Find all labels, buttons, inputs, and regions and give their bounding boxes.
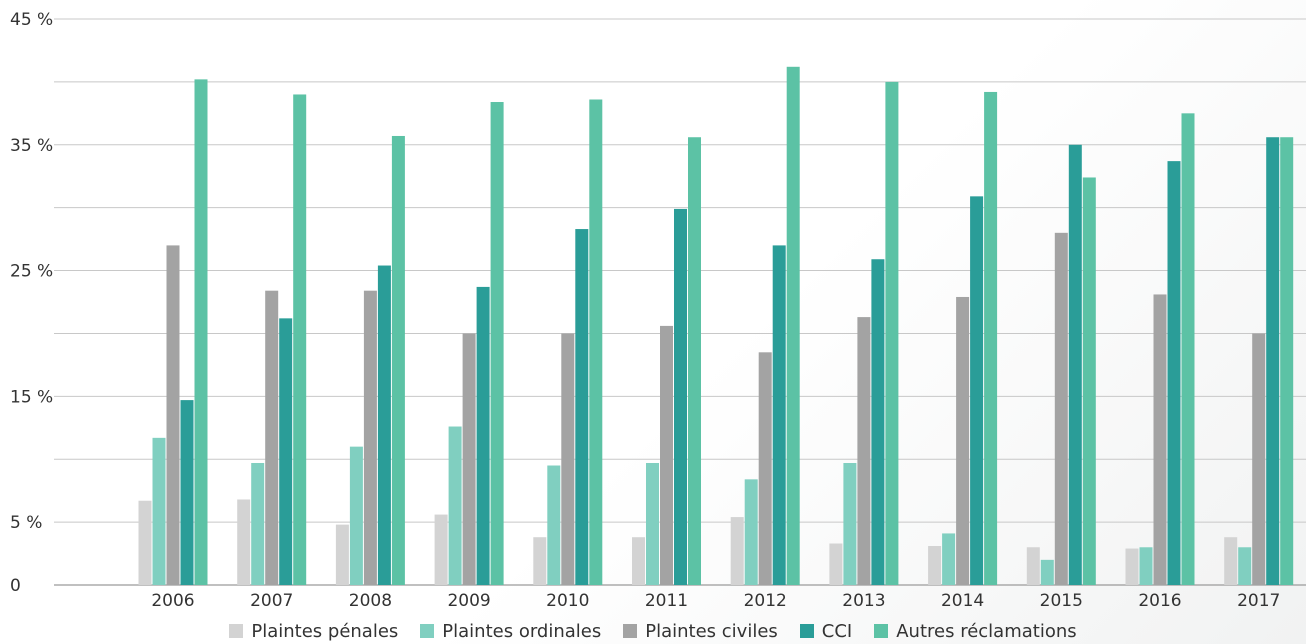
bar xyxy=(1167,161,1181,585)
bar xyxy=(561,333,575,585)
x-tick-label: 2017 xyxy=(1237,591,1280,611)
bar xyxy=(1224,537,1238,585)
bar xyxy=(1266,137,1280,585)
bar xyxy=(688,137,701,585)
bar xyxy=(533,537,547,585)
bar xyxy=(1139,547,1153,585)
bar xyxy=(660,325,673,585)
x-tick-label: 2009 xyxy=(447,591,490,611)
bar xyxy=(885,81,899,585)
bar xyxy=(589,99,603,586)
bar xyxy=(279,318,293,585)
bar xyxy=(265,290,279,585)
bar xyxy=(730,517,744,585)
bar-chart: 0 5 % 15 % 25 % 35 % 45 % 2006 2007 2008 2009 201… xyxy=(10,10,1306,611)
bar xyxy=(391,135,405,585)
bar xyxy=(547,465,561,585)
legend-item-plaintes-penales: Plaintes pénales xyxy=(229,621,398,642)
y-tick-label: 35 % xyxy=(10,136,53,156)
bar xyxy=(744,479,758,585)
legend: Plaintes pénales Plaintes ordinales Plai… xyxy=(0,618,1306,644)
legend-swatch xyxy=(623,624,638,638)
bar xyxy=(1082,177,1096,586)
bar xyxy=(462,333,476,585)
y-tick-label: 5 % xyxy=(10,513,42,533)
bar xyxy=(575,229,589,585)
bar xyxy=(928,546,942,585)
x-tick-label: 2011 xyxy=(645,591,688,611)
x-tick-label: 2007 xyxy=(250,591,293,611)
legend-label: CCI xyxy=(821,620,853,642)
x-tick-label: 2015 xyxy=(1040,591,1083,611)
legend-label: Plaintes pénales xyxy=(251,620,399,642)
bar xyxy=(237,499,251,585)
bars xyxy=(138,66,1294,586)
x-tick-label: 2014 xyxy=(941,591,984,611)
y-tick-label: 15 % xyxy=(10,387,53,407)
bar xyxy=(1252,333,1266,585)
bar xyxy=(984,91,998,585)
bar xyxy=(646,462,659,585)
x-tick-label: 2012 xyxy=(744,591,787,611)
bar xyxy=(1054,232,1068,586)
legend-swatch xyxy=(229,624,244,638)
bar xyxy=(293,94,307,585)
bar xyxy=(166,245,180,585)
legend-swatch xyxy=(874,624,889,638)
bar xyxy=(490,102,504,585)
bar xyxy=(1125,548,1139,585)
bar xyxy=(1280,137,1294,585)
legend-label: Plaintes ordinales xyxy=(442,620,602,642)
bar xyxy=(871,259,885,585)
y-axis-ticks: 0 5 % 15 % 25 % 35 % 45 % xyxy=(10,10,53,596)
bar xyxy=(476,286,490,585)
y-tick-label: 0 xyxy=(10,576,21,596)
legend-label: Autres réclamations xyxy=(896,620,1077,642)
y-tick-label: 25 % xyxy=(10,262,53,282)
bar xyxy=(1068,144,1082,585)
bar xyxy=(434,514,448,585)
x-tick-label: 2006 xyxy=(151,591,194,611)
bar xyxy=(152,437,166,585)
bar xyxy=(363,290,377,585)
bar xyxy=(758,352,772,585)
bar xyxy=(632,537,645,585)
bar xyxy=(251,462,265,585)
bar xyxy=(857,317,871,585)
bar xyxy=(829,543,843,585)
x-tick-label: 2010 xyxy=(546,591,589,611)
legend-item-cci: CCI xyxy=(799,620,853,642)
bar xyxy=(448,426,462,585)
bar xyxy=(1238,547,1252,585)
legend-label: Plaintes civiles xyxy=(645,620,778,642)
bar xyxy=(194,79,208,585)
x-axis-ticks: 2006 2007 2008 2009 2010 2011 2012 2013 2014 2015… xyxy=(151,591,1280,611)
bar xyxy=(674,208,687,585)
legend-item-autres-reclamations: Autres réclamations xyxy=(874,620,1077,642)
bar xyxy=(956,296,970,585)
bar xyxy=(942,533,956,585)
bar xyxy=(970,196,984,585)
x-tick-label: 2016 xyxy=(1138,591,1181,611)
bar xyxy=(335,524,349,585)
bar xyxy=(138,500,152,585)
bar xyxy=(180,400,194,585)
bar xyxy=(1181,113,1195,585)
legend-swatch xyxy=(799,624,814,638)
bar xyxy=(1153,294,1167,585)
bar xyxy=(349,446,363,585)
bar xyxy=(377,265,391,585)
y-tick-label: 45 % xyxy=(10,10,53,30)
bar xyxy=(843,462,857,585)
legend-swatch xyxy=(420,624,435,638)
legend-item-plaintes-civiles: Plaintes civiles xyxy=(623,621,778,642)
x-tick-label: 2013 xyxy=(842,591,885,611)
bar xyxy=(772,245,786,585)
bar xyxy=(1040,559,1054,585)
x-tick-label: 2008 xyxy=(349,591,392,611)
bar xyxy=(1026,547,1040,585)
bar xyxy=(786,66,800,586)
legend-item-plaintes-ordinales: Plaintes ordinales xyxy=(420,621,601,642)
